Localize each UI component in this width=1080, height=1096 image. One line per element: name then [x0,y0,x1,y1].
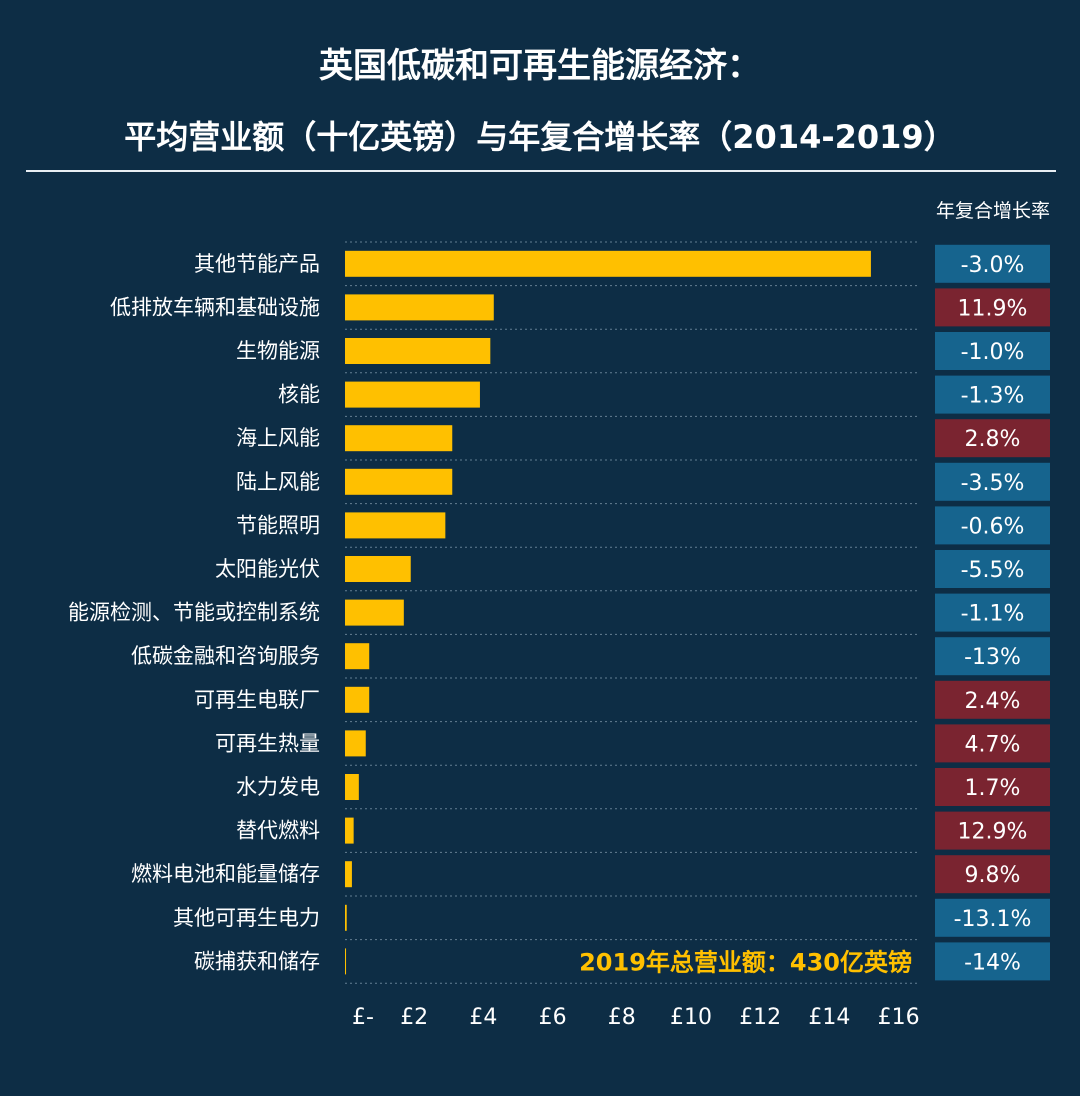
bar [345,556,411,582]
category-label: 节能照明 [236,513,320,537]
category-label: 低排放车辆和基础设施 [110,295,320,319]
title-divider [26,170,1056,172]
cagr-box [935,768,1050,806]
category-label: 其他节能产品 [194,252,320,276]
bar [345,904,347,931]
x-tick-label: £14 [808,1005,850,1030]
x-tick-label: £2 [400,1005,428,1030]
category-label: 碳捕获和储存 [194,949,320,973]
cagr-box [935,550,1050,588]
cagr-box [935,375,1050,414]
cagr-box [935,332,1050,370]
x-tick-label: £6 [539,1005,567,1030]
bar [345,294,494,321]
cagr-value: 12.9% [958,820,1028,845]
category-label: 可再生热量 [215,731,320,755]
cagr-column-header: 年复合增长率 [935,200,1050,222]
cagr-value: 2.4% [965,689,1021,714]
cagr-value: -0.6% [961,514,1025,539]
cagr-value: -1.3% [961,384,1025,409]
total-turnover-note: 2019年总营业额：430亿英镑 [579,948,912,976]
cagr-value: -3.5% [961,471,1025,496]
bar [345,250,871,277]
cagr-box [935,855,1050,894]
cagr-box [935,288,1050,327]
category-label: 可再生电联厂 [194,688,320,712]
x-tick-label: £16 [878,1005,920,1030]
cagr-box [935,898,1050,937]
cagr-box [935,593,1050,632]
category-label: 太阳能光伏 [215,557,320,581]
chart-subtitle: 平均营业额（十亿英镑）与年复合增长率（2014-2019） [124,118,956,156]
category-label: 其他可再生电力 [173,906,320,930]
x-tick-label: £8 [608,1005,636,1030]
cagr-value: -13% [964,645,1021,670]
x-tick-label: £10 [670,1005,712,1030]
cagr-value: -3.0% [961,253,1025,278]
cagr-box [935,462,1050,501]
bar [345,686,370,713]
cagr-box [935,811,1050,850]
cagr-value: -13.1% [954,907,1032,932]
x-tick-label: £- [352,1005,374,1030]
category-label: 替代燃料 [236,819,320,843]
cagr-value: 4.7% [965,732,1021,757]
bar [345,861,352,888]
cagr-box [935,724,1050,763]
category-label: 能源检测、节能或控制系统 [68,601,320,625]
x-tick-label: £4 [469,1005,497,1030]
cagr-box [935,244,1050,283]
bar [345,643,370,670]
bar [345,468,453,495]
cagr-box [935,506,1050,545]
cagr-box [935,680,1050,719]
cagr-box [935,637,1050,676]
category-label: 生物能源 [236,339,320,363]
cagr-value: 11.9% [958,296,1028,321]
bar [345,599,404,626]
x-tick-label: £12 [739,1005,781,1030]
bar [345,817,354,844]
bar [345,730,366,757]
bar [345,512,446,539]
cagr-box [935,419,1050,458]
category-label: 低碳金融和咨询服务 [131,644,320,668]
bar [345,948,347,975]
category-label: 陆上风能 [236,470,320,494]
bar [345,338,491,364]
cagr-value: 9.8% [965,863,1021,888]
category-label: 燃料电池和能量储存 [131,862,320,886]
bar [345,381,480,408]
cagr-value: 2.8% [965,427,1021,452]
cagr-value: -1.1% [961,602,1025,627]
bar [345,425,453,452]
category-label: 水力发电 [236,775,320,799]
cagr-value: 1.7% [965,776,1021,801]
category-label: 海上风能 [236,426,320,450]
category-label: 核能 [278,383,320,407]
chart-title: 英国低碳和可再生能源经济： [319,46,761,86]
cagr-value: -1.0% [961,340,1025,365]
bar [345,774,359,800]
cagr-value: -14% [964,950,1021,975]
cagr-value: -5.5% [961,558,1025,583]
cagr-box [935,942,1050,981]
